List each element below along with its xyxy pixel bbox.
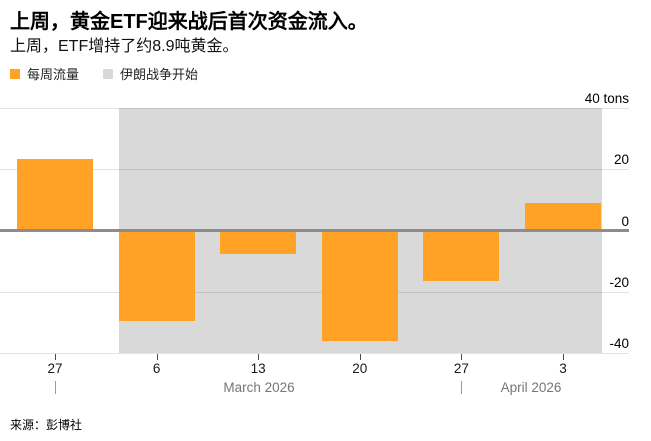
legend-item-war-start: 伊朗战争开始 xyxy=(103,64,198,83)
legend-swatch-war-start xyxy=(103,68,114,79)
x-axis-label: 6 xyxy=(152,361,161,376)
y-axis-label: 0 xyxy=(621,213,629,229)
gridline xyxy=(0,108,629,109)
x-axis-label: 27 xyxy=(453,361,469,376)
chart-title: 上周，黄金ETF迎来战后首次资金流入。 xyxy=(10,11,368,33)
y-axis-label: -20 xyxy=(609,274,629,290)
legend-label-weekly-flows: 每周流量 xyxy=(27,67,80,82)
bar xyxy=(118,230,195,321)
x-tick xyxy=(55,354,56,360)
gridline xyxy=(0,353,629,354)
x-axis-label: 20 xyxy=(352,361,368,376)
x-tick xyxy=(359,354,361,360)
bar xyxy=(525,203,601,231)
y-axis-label: 40 tons xyxy=(584,91,629,106)
x-tick xyxy=(258,354,260,360)
legend-swatch-weekly-flows xyxy=(10,68,20,79)
x-axis-label: 3 xyxy=(559,361,567,376)
legend: 每周流量 伊朗战争开始 xyxy=(10,64,198,83)
x-tick xyxy=(461,354,463,360)
bar xyxy=(321,230,398,341)
bar xyxy=(17,158,93,231)
bar xyxy=(423,230,500,282)
y-axis-label: 20 xyxy=(613,152,629,168)
legend-label-war-start: 伊朗战争开始 xyxy=(120,67,199,82)
month-label: March 2026 xyxy=(223,380,295,395)
x-axis-label: 27 xyxy=(47,361,63,376)
month-label: April 2026 xyxy=(500,380,562,395)
bar xyxy=(220,230,297,255)
x-axis-label: 13 xyxy=(250,361,266,376)
y-axis-label: -40 xyxy=(609,336,629,351)
month-separator xyxy=(461,381,463,394)
chart-subtitle: 上周，ETF增持了约8.9吨黄金。 xyxy=(10,38,239,55)
month-separator xyxy=(55,381,56,394)
zero-axis-line xyxy=(0,229,629,232)
source-note: 来源：彭博社 xyxy=(10,418,83,432)
gridline xyxy=(0,169,629,171)
legend-item-weekly-flows: 每周流量 xyxy=(10,64,79,83)
gridline xyxy=(0,291,629,293)
x-tick xyxy=(156,354,158,360)
x-tick xyxy=(563,354,564,360)
